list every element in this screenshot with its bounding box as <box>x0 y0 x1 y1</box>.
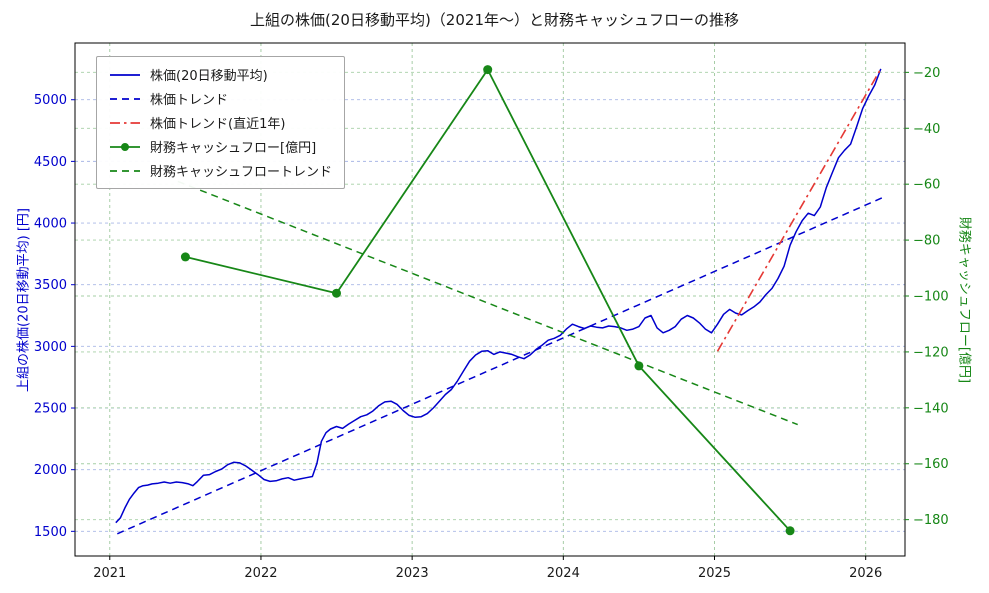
y-axis-label-left: 上組の株価(20日移動平均) [円] <box>16 208 32 392</box>
x-tick-label: 2026 <box>849 566 882 581</box>
stock-trend-recent-line <box>716 68 882 352</box>
legend-item-2: 株価トレンド(直近1年) <box>109 113 332 132</box>
legend: 株価(20日移動平均) 株価トレンド株価トレンド(直近1年) 財務キャッシュフロー[… <box>96 56 346 189</box>
stock-price-ma-line <box>115 68 882 524</box>
cashflow-line-marker <box>483 65 493 75</box>
legend-item-1: 株価トレンド <box>109 89 332 108</box>
plot-border <box>74 42 906 557</box>
legend-sample-dashed-icon <box>110 97 140 100</box>
legend-item-3: 財務キャッシュフロー[億円] <box>109 137 332 156</box>
y-axis-label-right: 財務キャッシュフロー[億円] <box>956 216 972 384</box>
stock-trend-line <box>116 196 885 535</box>
cashflow-line-marker <box>332 288 341 298</box>
y-right-tick-label: −160 <box>913 457 949 472</box>
legend-label: 財務キャッシュフロー[億円] <box>150 141 317 156</box>
cashflow-line-marker <box>785 526 795 536</box>
x-tick-label: 2025 <box>698 566 731 581</box>
cashflow-line-marker <box>180 252 190 262</box>
y-right-tick-label: −20 <box>913 66 940 81</box>
legend-item-4: 財務キャッシュフロートレンド <box>109 161 332 180</box>
y-left-tick-label: 3500 <box>34 278 67 293</box>
legend-label: 株価(20日移動平均) <box>150 69 268 84</box>
y-left-tick-label: 3000 <box>34 340 67 355</box>
x-tick-label: 2024 <box>547 566 580 581</box>
y-right-tick-label: −140 <box>913 401 949 416</box>
cashflow-trend-line <box>177 180 798 426</box>
y-right-tick-label: −180 <box>913 513 949 528</box>
x-tick-label: 2022 <box>244 566 277 581</box>
y-left-tick-label: 5000 <box>34 93 67 108</box>
legend-sample-dashed-icon <box>110 169 140 172</box>
y-right-tick-label: −100 <box>913 290 949 305</box>
legend-item-0: 株価(20日移動平均) <box>109 65 332 84</box>
x-tick-label: 2023 <box>396 566 429 581</box>
y-left-tick-label: 2500 <box>34 402 67 417</box>
legend-label: 財務キャッシュフロートレンド <box>150 165 333 180</box>
y-right-tick-label: −60 <box>913 178 940 193</box>
y-left-tick-label: 1500 <box>34 525 67 540</box>
y-right-tick-label: −120 <box>913 345 949 360</box>
legend-sample-dashdot-icon <box>110 121 140 124</box>
x-tick-label: 2021 <box>93 566 126 581</box>
y-left-tick-label: 4500 <box>34 155 67 170</box>
y-left-tick-label: 2000 <box>34 463 67 478</box>
legend-label: 株価トレンド <box>150 93 229 108</box>
legend-label: 株価トレンド(直近1年) <box>150 117 286 132</box>
legend-sample-solid-icon <box>110 73 140 76</box>
legend-sample-solid-icon <box>110 142 140 151</box>
chart-title: 上組の株価(20日移動平均)（2021年〜）と財務キャッシュフローの推移 <box>250 11 739 29</box>
y-right-tick-label: −40 <box>913 122 940 137</box>
y-left-tick-label: 4000 <box>34 217 67 232</box>
y-right-tick-label: −80 <box>913 234 940 249</box>
